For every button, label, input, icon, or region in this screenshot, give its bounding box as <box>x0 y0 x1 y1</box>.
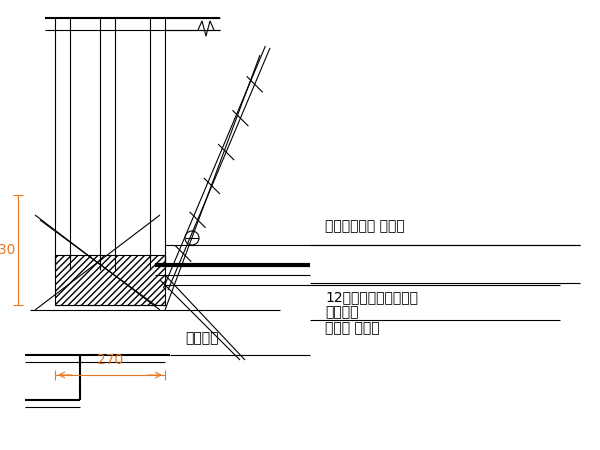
Text: 外连杆（周转 使用）: 外连杆（周转 使用） <box>325 219 405 233</box>
Bar <box>55 255 165 305</box>
Text: 130: 130 <box>0 243 16 257</box>
Text: （周转 使用）: （周转 使用） <box>325 321 380 335</box>
Text: 270: 270 <box>97 353 123 367</box>
Text: 连接螺母: 连接螺母 <box>325 305 359 319</box>
Text: 地脚螺栋: 地脚螺栋 <box>185 331 218 345</box>
Text: 12号槽锤（周转使用）: 12号槽锤（周转使用） <box>325 290 418 304</box>
